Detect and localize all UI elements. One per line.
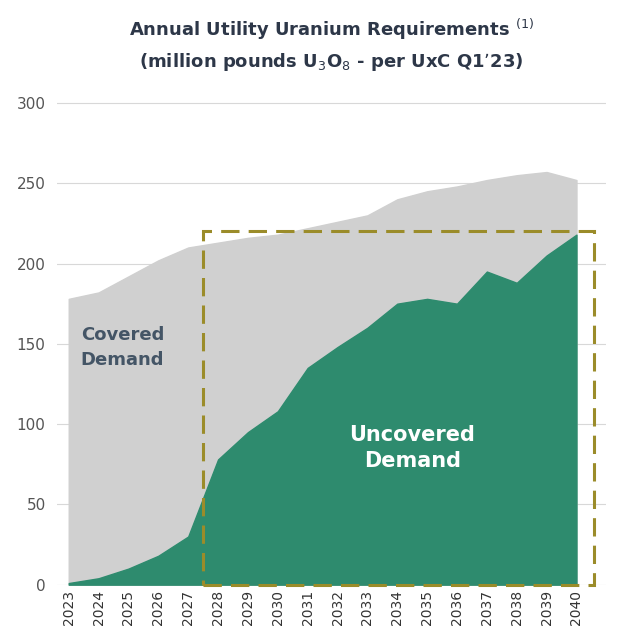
Title: Annual Utility Uranium Requirements $^{(1)}$
(million pounds U$_{3}$O$_{8}$ - pe: Annual Utility Uranium Requirements $^{(… <box>129 17 534 73</box>
Bar <box>203 231 594 585</box>
Text: Covered
Demand: Covered Demand <box>81 325 164 369</box>
Text: Uncovered
Demand: Uncovered Demand <box>350 425 475 471</box>
